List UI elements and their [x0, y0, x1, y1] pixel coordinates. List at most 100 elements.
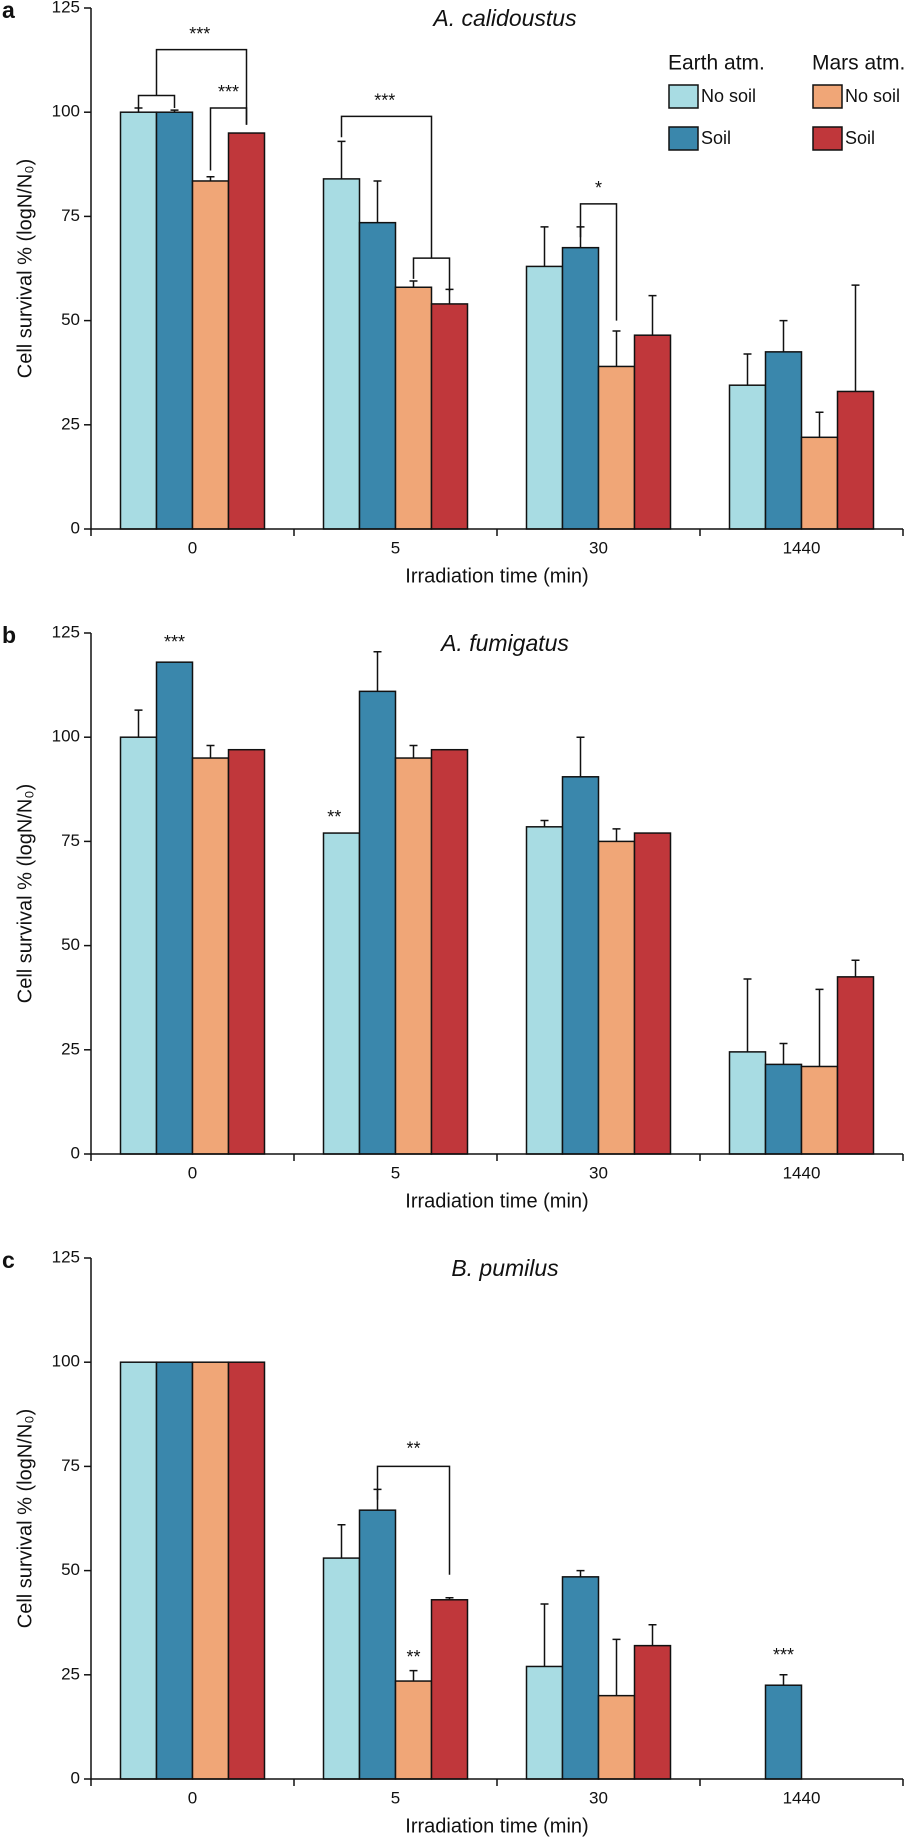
bar [800, 436, 839, 530]
bar [800, 1065, 839, 1155]
error-bar [612, 828, 621, 842]
bar [633, 1644, 672, 1780]
legend-swatch [812, 84, 843, 109]
error-bar [612, 1638, 621, 1696]
x-tick-label: 0 [188, 1163, 197, 1182]
error-bar [743, 978, 752, 1052]
x-tick-label: 1440 [783, 1788, 821, 1807]
significance-label: *** [189, 24, 210, 44]
y-tick-label: 100 [52, 1352, 80, 1371]
x-tick-label: 5 [391, 1788, 400, 1807]
x-tick-label: 30 [589, 1163, 608, 1182]
bar [155, 111, 194, 530]
error-bar [648, 1624, 657, 1646]
significance-label: ** [327, 807, 341, 827]
x-axis-title: Irradiation time (min) [405, 1190, 588, 1212]
bar [836, 976, 875, 1155]
chart-title: A. calidoustus [431, 5, 577, 31]
x-tick-label: 5 [391, 1163, 400, 1182]
significance-bracket [579, 203, 618, 321]
error-bar [337, 140, 346, 179]
axes [90, 633, 903, 1155]
error-bar [170, 109, 179, 113]
bar [597, 840, 636, 1155]
bar [358, 1509, 397, 1780]
panel: b A. fumigatus Cell survival % (logN/N₀) Ir… [2, 622, 904, 1212]
bar [191, 180, 230, 530]
significance-bracket [155, 48, 248, 125]
y-axis-title: Cell survival % (logN/N₀) [14, 784, 36, 1003]
legend-group-title: Earth atm. [668, 52, 765, 75]
significance-label: ** [406, 1438, 420, 1458]
significance-label: ** [406, 1647, 420, 1667]
error-bar [445, 288, 454, 304]
significance-label: * [595, 178, 602, 198]
x-tick-label: 5 [391, 538, 400, 557]
x-axis-title: Irradiation time (min) [405, 1815, 588, 1837]
error-bar [373, 651, 382, 692]
bar [191, 1361, 230, 1780]
bar [430, 748, 469, 1155]
error-bar [409, 280, 418, 288]
bar [728, 1051, 767, 1155]
bar [525, 1665, 564, 1780]
bar [836, 390, 875, 530]
x-axis-title: Irradiation time (min) [405, 565, 588, 587]
y-tick-label: 25 [61, 1664, 80, 1683]
bar [561, 246, 600, 530]
significance-bracket [137, 94, 176, 109]
axes [90, 1258, 903, 1780]
error-bar [815, 988, 824, 1067]
error-bar [540, 1603, 549, 1667]
legend-swatch [812, 126, 843, 151]
error-bar [815, 411, 824, 438]
legend-label: No soil [701, 86, 756, 106]
bar [525, 265, 564, 530]
y-tick-label: 50 [61, 935, 80, 954]
y-tick-label: 125 [52, 622, 80, 641]
error-bar [648, 294, 657, 336]
bar [430, 1599, 469, 1780]
bar [597, 1694, 636, 1780]
error-bar [337, 1524, 346, 1559]
bar [764, 1063, 803, 1155]
error-bar [779, 319, 788, 352]
significance-bracket [376, 1465, 451, 1575]
error-bar [779, 1674, 788, 1686]
axes [90, 8, 903, 530]
x-tick-label: 0 [188, 538, 197, 557]
chart-title: B. pumilus [451, 1255, 559, 1281]
y-tick-label: 50 [61, 1560, 80, 1579]
bar [227, 1361, 266, 1780]
bar [597, 365, 636, 530]
bar [227, 132, 266, 530]
significance-label: *** [164, 632, 185, 652]
significance-bracket [209, 107, 248, 171]
bar [728, 384, 767, 530]
significance-label: *** [218, 82, 239, 102]
x-tick-label: 30 [589, 1788, 608, 1807]
y-tick-label: 0 [71, 1768, 80, 1787]
y-tick-label: 25 [61, 414, 80, 433]
y-tick-label: 0 [71, 1143, 80, 1162]
bar [322, 178, 361, 530]
y-tick-label: 50 [61, 310, 80, 329]
significance-label: *** [773, 1645, 794, 1665]
error-bar [612, 330, 621, 367]
error-bar [206, 176, 215, 181]
y-tick-label: 75 [61, 206, 80, 225]
x-tick-label: 30 [589, 538, 608, 557]
y-tick-label: 25 [61, 1039, 80, 1058]
x-tick-label: 1440 [783, 538, 821, 557]
error-bar [373, 180, 382, 223]
error-bar [540, 226, 549, 267]
bar [525, 826, 564, 1155]
bar [633, 832, 672, 1155]
y-axis-title: Cell survival % (logN/N₀) [14, 159, 36, 378]
bar [227, 748, 266, 1155]
error-bar [851, 284, 860, 392]
bar [561, 1576, 600, 1780]
error-bar [779, 1042, 788, 1065]
error-bar [576, 736, 585, 777]
